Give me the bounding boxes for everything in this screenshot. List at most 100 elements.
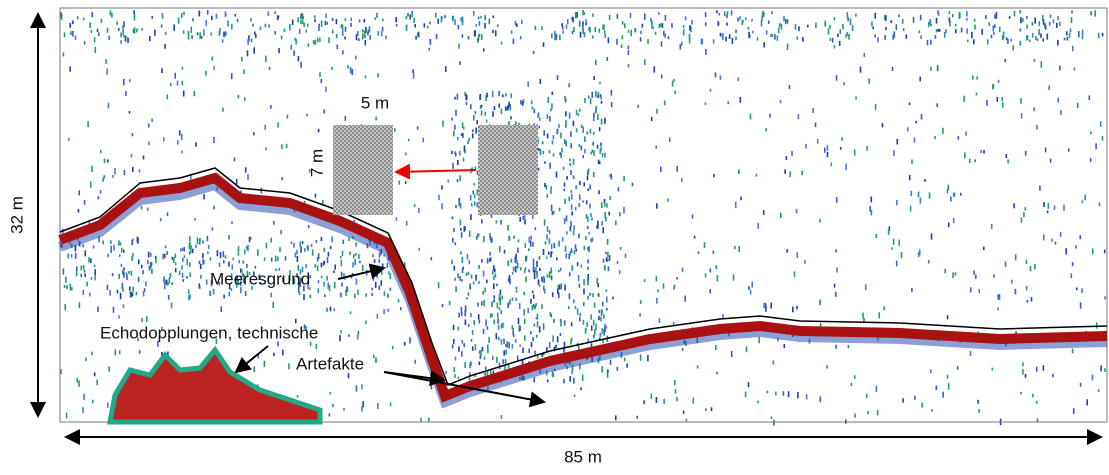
echo-dot: [488, 336, 490, 344]
echo-dot: [377, 31, 380, 36]
artifact-pointer: [234, 345, 269, 374]
echo-dot: [573, 377, 575, 384]
echo-dot: [268, 66, 271, 70]
echo-dot: [290, 44, 292, 50]
echo-dot: [263, 360, 266, 367]
echo-dot: [181, 247, 184, 252]
echo-dot: [514, 20, 517, 26]
echo-dot: [740, 196, 742, 201]
echo-dot: [297, 264, 300, 271]
echo-dot: [74, 35, 77, 40]
echo-dot: [920, 114, 923, 120]
echo-dot: [491, 237, 493, 243]
echo-dot: [524, 219, 526, 225]
echo-dot: [805, 394, 808, 400]
echo-dot: [847, 16, 849, 22]
echo-dot: [845, 34, 847, 38]
echo-dot: [207, 251, 209, 255]
echo-dot: [523, 291, 525, 296]
echo-dot: [126, 37, 129, 43]
echo-dot: [779, 22, 781, 28]
echo-dot: [604, 117, 606, 124]
echo-dot: [203, 194, 205, 200]
echo-dot: [190, 173, 192, 180]
echo-dot: [92, 245, 95, 249]
echo-dot: [972, 75, 974, 80]
echo-dot: [90, 30, 93, 34]
echo-dot: [1076, 102, 1079, 109]
echo-dot: [333, 308, 335, 312]
echo-dot: [978, 409, 980, 413]
echo-dot: [522, 347, 524, 354]
echo-dot: [760, 20, 763, 27]
echo-dot: [525, 276, 527, 283]
echo-dot: [566, 176, 568, 180]
echo-dot: [1024, 207, 1027, 211]
echo-dot: [349, 311, 352, 315]
echo-dot: [1057, 16, 1059, 21]
echo-dot: [477, 233, 479, 238]
echo-dot: [457, 159, 459, 165]
echo-dot: [627, 29, 630, 33]
echo-dot: [592, 171, 595, 178]
echo-dot: [913, 137, 916, 143]
echo-dot: [216, 250, 219, 257]
echo-dot: [975, 274, 977, 279]
echo-dot: [587, 168, 590, 172]
echo-dot: [538, 326, 541, 333]
echo-dot: [673, 379, 676, 386]
echo-dot: [606, 239, 609, 245]
echo-dot: [199, 32, 201, 39]
echo-dot: [558, 269, 560, 273]
echo-dot: [206, 10, 209, 15]
echo-dot: [534, 304, 536, 310]
echo-dot: [875, 385, 878, 393]
echo-dot: [605, 289, 608, 292]
echo-dot: [504, 106, 507, 111]
echo-dot: [1104, 296, 1106, 300]
echo-dot: [299, 277, 302, 283]
echo-dot: [854, 375, 856, 379]
echo-dot: [997, 79, 1000, 83]
echo-dot: [478, 350, 481, 354]
echo-dot: [1020, 98, 1022, 104]
echo-dot: [1043, 202, 1045, 208]
echo-dot: [113, 244, 115, 251]
echo-dot: [489, 236, 492, 241]
echo-dot: [498, 297, 501, 301]
echo-dot: [550, 243, 553, 250]
echo-dot: [570, 220, 572, 227]
echo-dot: [513, 235, 515, 239]
echo-dot: [946, 189, 949, 194]
echo-dot: [454, 151, 456, 154]
echo-dot: [887, 229, 890, 235]
echo-dot: [161, 13, 164, 17]
echo-dot: [88, 257, 90, 263]
echo-dot: [444, 66, 447, 72]
echo-dot: [367, 32, 369, 36]
echo-dot: [191, 35, 193, 40]
echo-dot: [82, 289, 85, 296]
echo-dot: [341, 24, 344, 31]
echo-dot: [546, 379, 549, 383]
echo-dot: [182, 257, 184, 262]
echo-dot: [299, 269, 302, 275]
echo-dot: [836, 267, 838, 273]
echo-dot: [90, 258, 92, 263]
echo-dot: [470, 104, 472, 110]
echo-dot: [701, 38, 704, 45]
echo-dot: [205, 19, 208, 26]
echo-dot: [92, 399, 94, 404]
echo-dot: [142, 291, 145, 297]
echo-dot: [550, 275, 553, 281]
echo-dot: [561, 25, 564, 30]
echo-dot: [639, 354, 642, 361]
echo-dot: [608, 255, 611, 262]
echo-dot: [596, 144, 599, 149]
echo-dot: [469, 283, 471, 288]
echo-dot: [990, 34, 993, 39]
echo-dot: [616, 38, 618, 45]
echo-dot: [570, 322, 573, 327]
echo-dot: [257, 249, 259, 256]
echo-dot: [237, 94, 240, 99]
